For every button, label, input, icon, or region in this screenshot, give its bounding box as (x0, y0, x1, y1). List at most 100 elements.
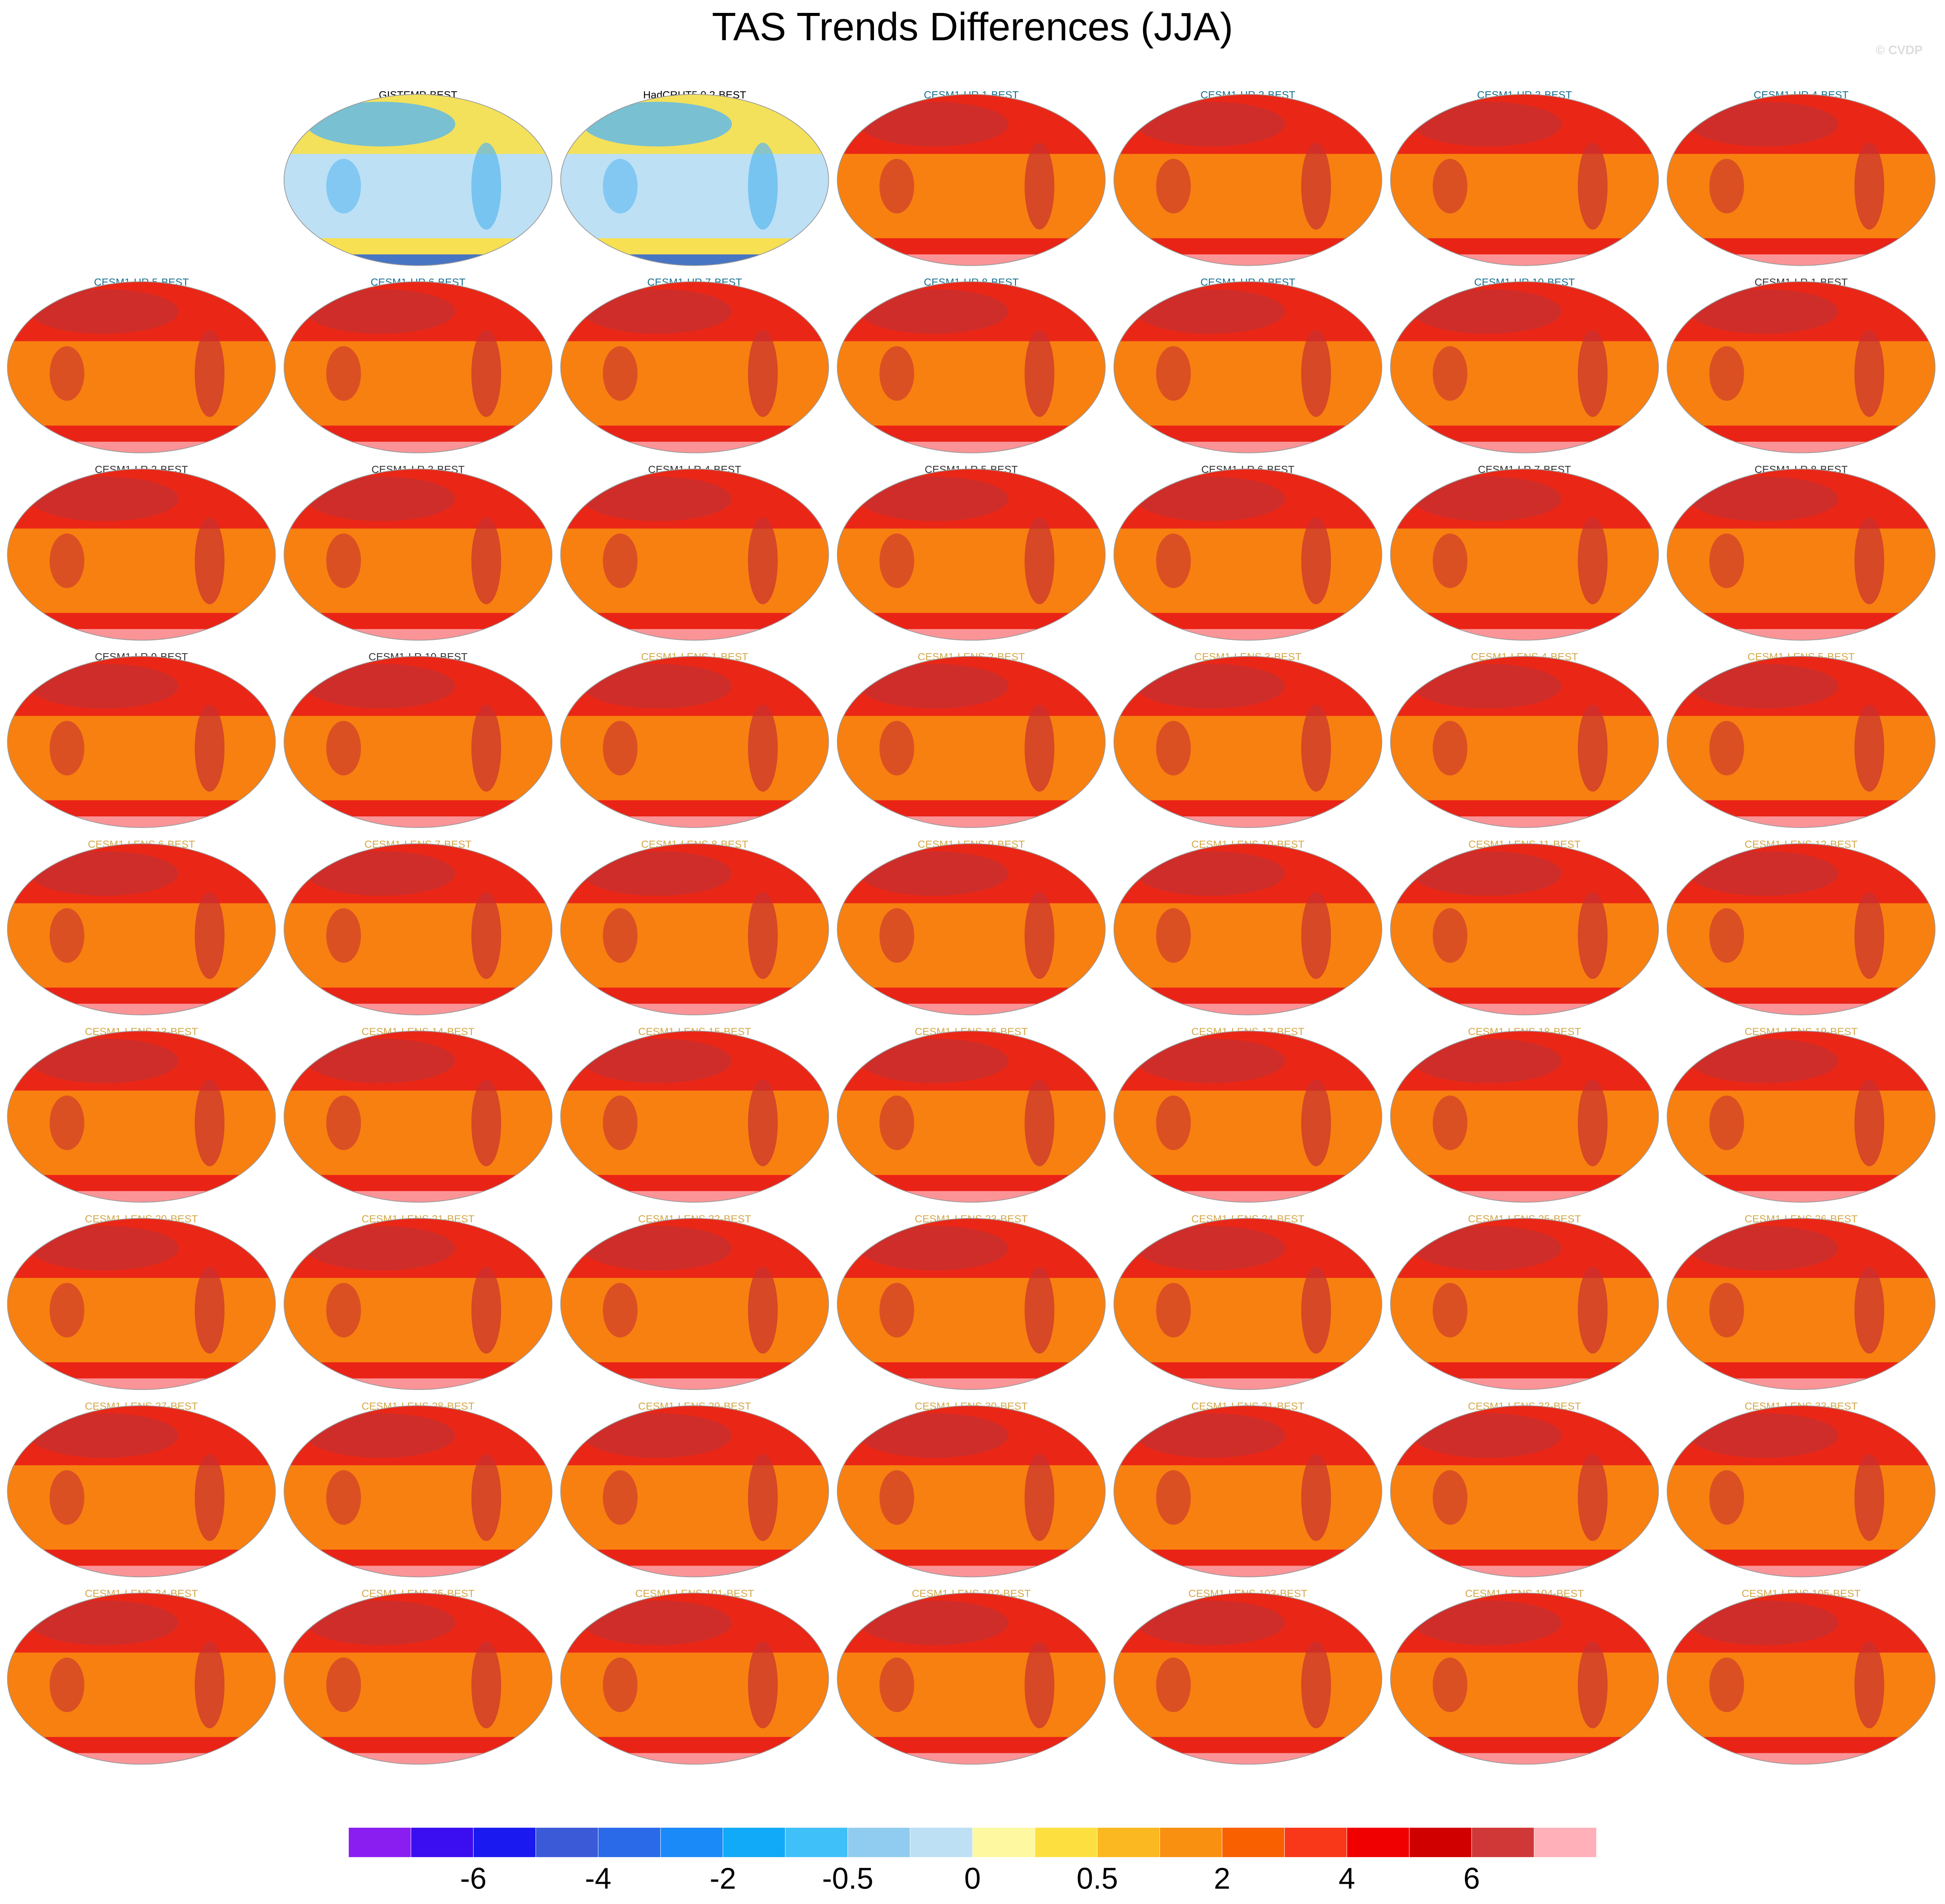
map (837, 656, 1106, 828)
map-land (306, 1225, 455, 1271)
map-outline (560, 1030, 829, 1203)
colorbar-label: -0.5 (822, 1862, 873, 1895)
map-land (1709, 533, 1744, 588)
map-outline (560, 1405, 829, 1578)
map-outline (837, 281, 1106, 453)
colorbar-label: 2 (1214, 1862, 1230, 1895)
map-land (1578, 1267, 1608, 1354)
map-land (1689, 1225, 1839, 1271)
map-outline (1390, 1030, 1659, 1203)
map-antarctic (284, 254, 552, 266)
colorbar-box (660, 1827, 723, 1857)
map-land (1136, 664, 1285, 709)
map-land (1854, 330, 1884, 417)
map-outline (283, 468, 553, 641)
map-land (748, 892, 778, 979)
map-antarctic (284, 816, 552, 828)
map-land (1689, 664, 1839, 709)
map-land (1709, 158, 1744, 214)
map-outline (1390, 843, 1659, 1015)
map (284, 843, 552, 1015)
map-outline (7, 843, 276, 1015)
map-antarctic (7, 1566, 276, 1577)
map (837, 1405, 1106, 1577)
map-land (1412, 1600, 1562, 1645)
map-land (1432, 1657, 1468, 1712)
map-land (50, 721, 84, 775)
map-land (30, 289, 179, 334)
map (284, 1031, 552, 1203)
map (1391, 282, 1659, 453)
map (1114, 282, 1382, 453)
map-land (1709, 721, 1744, 775)
map-land (306, 851, 455, 896)
map-outline (1113, 843, 1382, 1015)
map-land (879, 908, 914, 963)
map (1391, 1593, 1659, 1764)
map (837, 843, 1106, 1015)
map-land (1301, 1454, 1331, 1541)
colorbar-box (1347, 1827, 1409, 1857)
map-land (50, 1283, 84, 1338)
map-land (1689, 1600, 1839, 1645)
map-land (879, 533, 914, 588)
map-outline (1666, 1218, 1936, 1390)
map-land (583, 1600, 732, 1645)
map (1114, 656, 1382, 828)
map-land (1432, 908, 1468, 963)
map-antarctic (837, 816, 1106, 828)
map-land (1301, 1267, 1331, 1354)
map (561, 843, 829, 1015)
map-antarctic (1667, 1004, 1935, 1015)
colorbar-box (910, 1827, 973, 1857)
map-antarctic (1667, 254, 1935, 266)
map-land (326, 1283, 361, 1338)
map (1391, 94, 1659, 266)
map-land (1689, 476, 1839, 521)
map-land (1301, 1641, 1331, 1728)
map-land (859, 1600, 1009, 1645)
colorbar-box (598, 1827, 661, 1857)
map-land (471, 1641, 502, 1728)
map (284, 1405, 552, 1577)
map-antarctic (561, 1753, 829, 1764)
map-outline (1113, 1218, 1382, 1390)
map-land (30, 1225, 179, 1271)
colorbar-label: 0 (964, 1862, 981, 1895)
map (837, 282, 1106, 453)
map-land (748, 517, 778, 605)
map-land (1025, 892, 1055, 979)
map-land (1854, 517, 1884, 605)
map-land (30, 476, 179, 521)
map-land (1025, 1267, 1055, 1354)
map-land (326, 1095, 361, 1150)
map-outline (837, 468, 1106, 641)
map-land (195, 1267, 225, 1354)
map-antarctic (7, 1753, 276, 1764)
map-antarctic (7, 1378, 276, 1390)
map-land (1156, 158, 1191, 214)
map-land (748, 1267, 778, 1354)
map-land (603, 158, 638, 214)
map (1391, 1405, 1659, 1577)
map-land (326, 1470, 361, 1525)
map-antarctic (837, 1004, 1106, 1015)
map-land (859, 664, 1009, 709)
map-land (195, 704, 225, 792)
map-land (1854, 1079, 1884, 1166)
map-land (1156, 533, 1191, 588)
map-outline (837, 1030, 1106, 1203)
map-land (748, 1454, 778, 1541)
map-antarctic (1667, 1191, 1935, 1203)
map-outline (1390, 468, 1659, 641)
map-outline (1390, 94, 1659, 266)
map-antarctic (561, 441, 829, 453)
colorbar-label: 6 (1463, 1862, 1480, 1895)
map-land (50, 533, 84, 588)
map (7, 1031, 276, 1203)
map (561, 469, 829, 640)
map-land (1156, 1470, 1191, 1525)
map-antarctic (837, 1753, 1106, 1764)
map-land (1156, 1657, 1191, 1712)
map-land (1156, 721, 1191, 775)
